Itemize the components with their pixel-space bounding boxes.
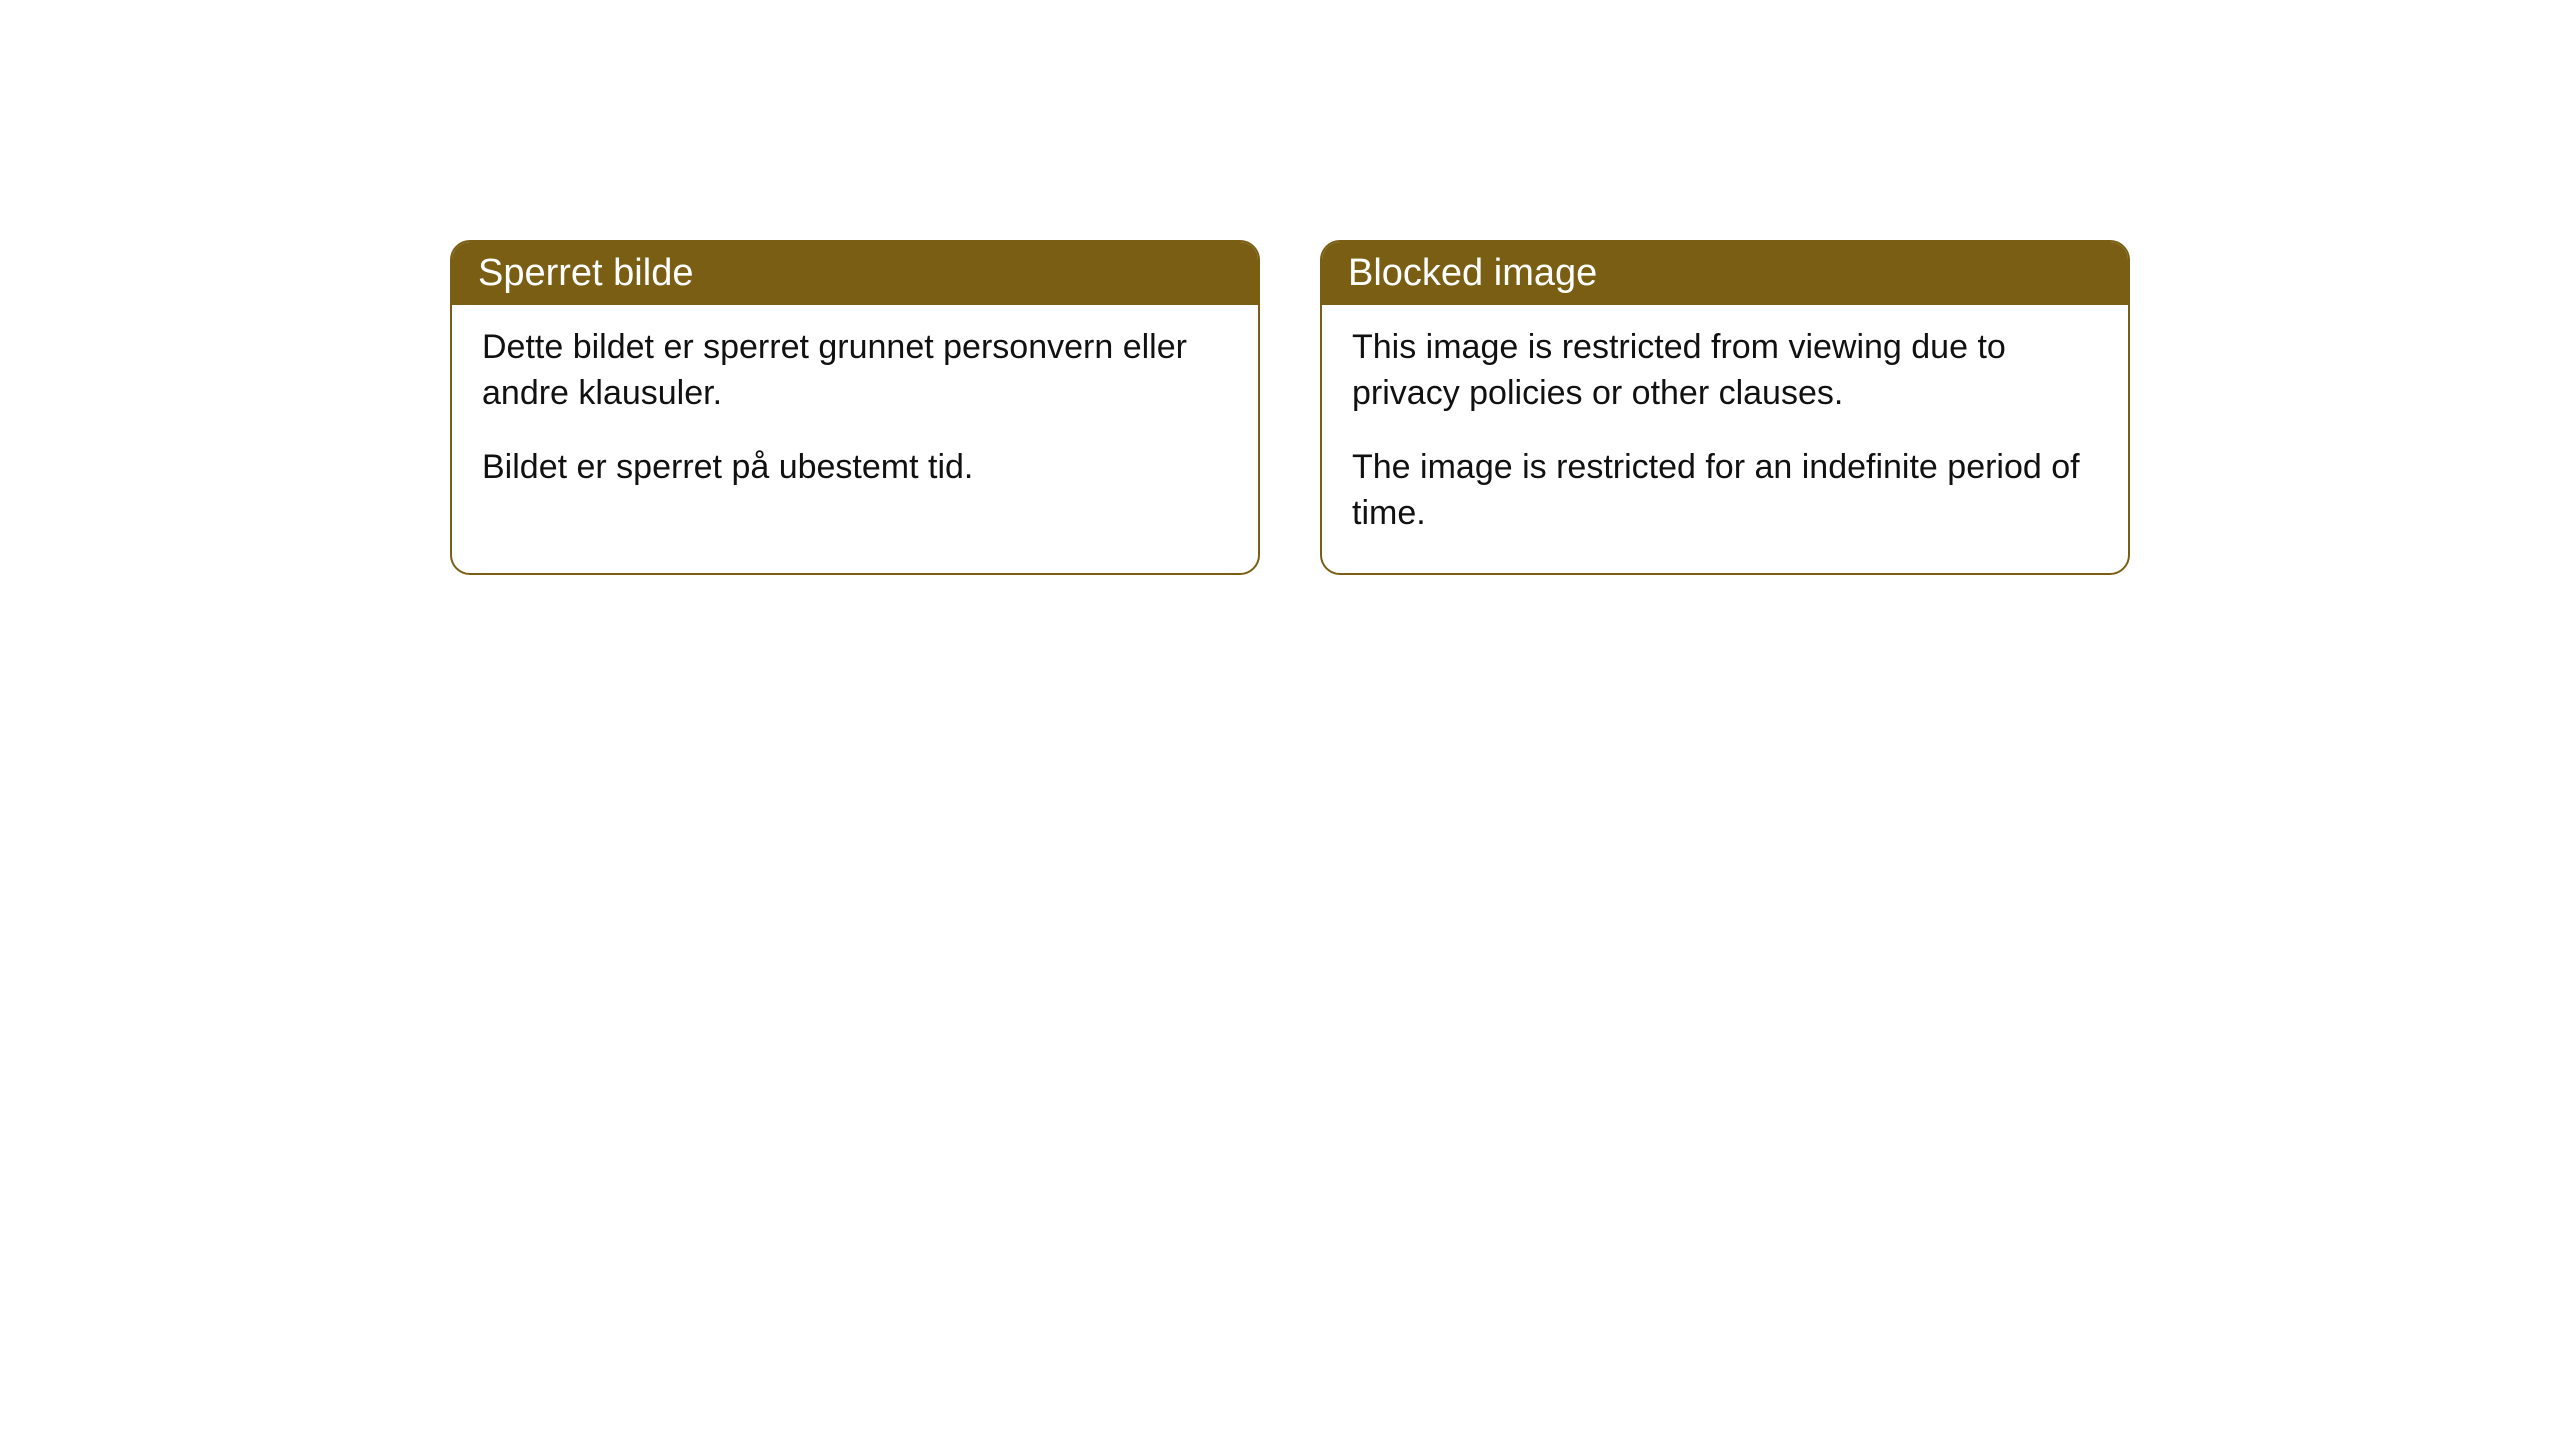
card-header: Blocked image [1322, 242, 2128, 305]
card-body: Dette bildet er sperret grunnet personve… [452, 305, 1258, 527]
card-text-reason: Dette bildet er sperret grunnet personve… [482, 325, 1228, 417]
card-text-duration: Bildet er sperret på ubestemt tid. [482, 445, 1228, 491]
card-text-duration: The image is restricted for an indefinit… [1352, 445, 2098, 537]
blocked-image-card-english: Blocked image This image is restricted f… [1320, 240, 2130, 575]
blocked-image-card-norwegian: Sperret bilde Dette bildet er sperret gr… [450, 240, 1260, 575]
card-text-reason: This image is restricted from viewing du… [1352, 325, 2098, 417]
card-body: This image is restricted from viewing du… [1322, 305, 2128, 573]
card-header: Sperret bilde [452, 242, 1258, 305]
notice-cards-container: Sperret bilde Dette bildet er sperret gr… [0, 0, 2560, 575]
